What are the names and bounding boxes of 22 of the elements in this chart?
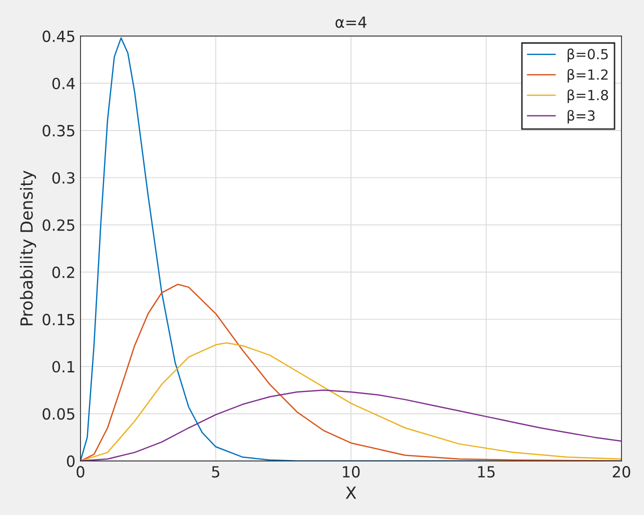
legend-label: β=0.5	[568, 48, 608, 62]
y-axis-title: Probability Density	[20, 170, 36, 326]
y-tick-label: 0	[66, 455, 75, 467]
y-tick-label: 0.2	[52, 266, 74, 278]
y-tick-label: 0.05	[42, 408, 74, 420]
x-axis-title: X	[346, 486, 356, 499]
y-tick-label: 0.1	[52, 360, 74, 373]
x-tick-label: 15	[478, 466, 495, 478]
legend-label: β=1.2	[568, 69, 608, 83]
y-tick-label: 0.25	[42, 219, 74, 231]
x-tick-label: 10	[342, 466, 360, 478]
x-tick-label: 20	[612, 466, 630, 478]
x-tick-label: 0	[76, 466, 84, 478]
y-tick-label: 0.45	[42, 30, 74, 42]
y-tick-label: 0.35	[42, 124, 74, 136]
x-tick-label: 5	[212, 466, 220, 478]
y-tick-label: 0.4	[52, 78, 75, 90]
y-tick-label: 0.15	[42, 314, 74, 326]
y-tick-label: 0.3	[52, 172, 74, 184]
legend-label: β=1.8	[568, 89, 608, 104]
chart-title: α=4	[336, 16, 366, 28]
legend-label: β=3	[568, 110, 595, 124]
